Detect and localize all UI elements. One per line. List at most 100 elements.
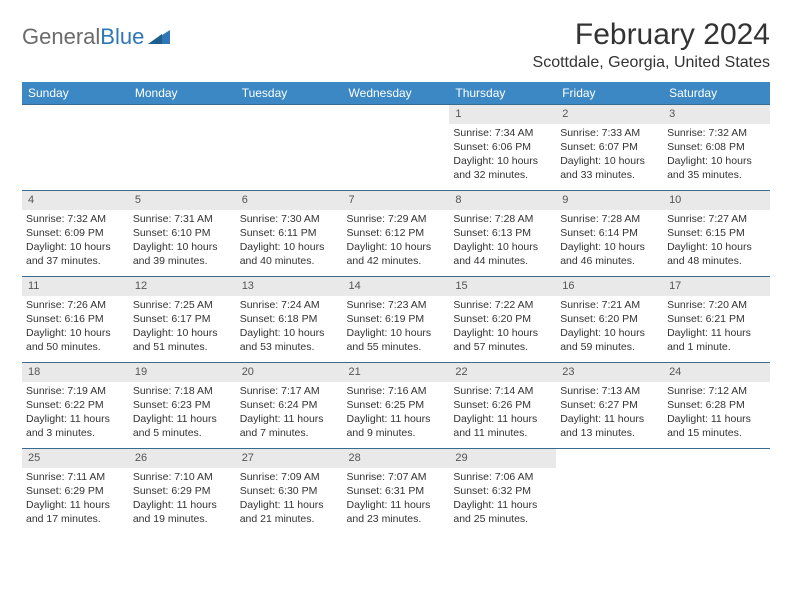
calendar-day-cell: 5Sunrise: 7:31 AMSunset: 6:10 PMDaylight…	[129, 191, 236, 277]
calendar-day-cell: 15Sunrise: 7:22 AMSunset: 6:20 PMDayligh…	[449, 277, 556, 363]
sunset-text: Sunset: 6:07 PM	[560, 140, 659, 154]
sunrise-text: Sunrise: 7:24 AM	[240, 298, 339, 312]
day-details: Sunrise: 7:11 AMSunset: 6:29 PMDaylight:…	[22, 468, 129, 531]
calendar-day-cell: 12Sunrise: 7:25 AMSunset: 6:17 PMDayligh…	[129, 277, 236, 363]
daylight-text: Daylight: 10 hours	[453, 240, 552, 254]
weekday-header: Saturday	[663, 82, 770, 105]
calendar-day-cell: 16Sunrise: 7:21 AMSunset: 6:20 PMDayligh…	[556, 277, 663, 363]
daylight-text: Daylight: 11 hours	[453, 498, 552, 512]
daylight-text: Daylight: 10 hours	[26, 240, 125, 254]
day-details: Sunrise: 7:32 AMSunset: 6:08 PMDaylight:…	[663, 124, 770, 187]
calendar-body: 1Sunrise: 7:34 AMSunset: 6:06 PMDaylight…	[22, 105, 770, 535]
calendar-day-cell: 2Sunrise: 7:33 AMSunset: 6:07 PMDaylight…	[556, 105, 663, 191]
calendar-day-cell: 14Sunrise: 7:23 AMSunset: 6:19 PMDayligh…	[343, 277, 450, 363]
calendar-day-cell: 21Sunrise: 7:16 AMSunset: 6:25 PMDayligh…	[343, 363, 450, 449]
sunset-text: Sunset: 6:28 PM	[667, 398, 766, 412]
sunset-text: Sunset: 6:31 PM	[347, 484, 446, 498]
daylight-text: and 48 minutes.	[667, 254, 766, 268]
day-details: Sunrise: 7:13 AMSunset: 6:27 PMDaylight:…	[556, 382, 663, 445]
sunrise-text: Sunrise: 7:19 AM	[26, 384, 125, 398]
day-number: 18	[22, 363, 129, 382]
day-details: Sunrise: 7:30 AMSunset: 6:11 PMDaylight:…	[236, 210, 343, 273]
sunset-text: Sunset: 6:20 PM	[560, 312, 659, 326]
day-details: Sunrise: 7:16 AMSunset: 6:25 PMDaylight:…	[343, 382, 450, 445]
sunrise-text: Sunrise: 7:29 AM	[347, 212, 446, 226]
sunrise-text: Sunrise: 7:32 AM	[667, 126, 766, 140]
calendar-day-cell: 1Sunrise: 7:34 AMSunset: 6:06 PMDaylight…	[449, 105, 556, 191]
day-details: Sunrise: 7:31 AMSunset: 6:10 PMDaylight:…	[129, 210, 236, 273]
day-number: 10	[663, 191, 770, 210]
day-number: 23	[556, 363, 663, 382]
daylight-text: and 53 minutes.	[240, 340, 339, 354]
daylight-text: and 46 minutes.	[560, 254, 659, 268]
sunrise-text: Sunrise: 7:25 AM	[133, 298, 232, 312]
sunrise-text: Sunrise: 7:28 AM	[453, 212, 552, 226]
day-number: 14	[343, 277, 450, 296]
calendar-day-cell: 13Sunrise: 7:24 AMSunset: 6:18 PMDayligh…	[236, 277, 343, 363]
day-details: Sunrise: 7:28 AMSunset: 6:13 PMDaylight:…	[449, 210, 556, 273]
sunset-text: Sunset: 6:14 PM	[560, 226, 659, 240]
daylight-text: Daylight: 11 hours	[667, 412, 766, 426]
month-title: February 2024	[533, 18, 770, 52]
daylight-text: Daylight: 11 hours	[347, 412, 446, 426]
day-details: Sunrise: 7:07 AMSunset: 6:31 PMDaylight:…	[343, 468, 450, 531]
day-details: Sunrise: 7:28 AMSunset: 6:14 PMDaylight:…	[556, 210, 663, 273]
daylight-text: and 15 minutes.	[667, 426, 766, 440]
sunset-text: Sunset: 6:06 PM	[453, 140, 552, 154]
day-details: Sunrise: 7:23 AMSunset: 6:19 PMDaylight:…	[343, 296, 450, 359]
weekday-header: Wednesday	[343, 82, 450, 105]
daylight-text: Daylight: 11 hours	[240, 412, 339, 426]
calendar-week-row: 1Sunrise: 7:34 AMSunset: 6:06 PMDaylight…	[22, 105, 770, 191]
calendar-day-cell: 17Sunrise: 7:20 AMSunset: 6:21 PMDayligh…	[663, 277, 770, 363]
day-number: 28	[343, 449, 450, 468]
day-details: Sunrise: 7:19 AMSunset: 6:22 PMDaylight:…	[22, 382, 129, 445]
day-number: 15	[449, 277, 556, 296]
sunrise-text: Sunrise: 7:16 AM	[347, 384, 446, 398]
sunset-text: Sunset: 6:11 PM	[240, 226, 339, 240]
daylight-text: Daylight: 11 hours	[26, 412, 125, 426]
calendar-week-row: 18Sunrise: 7:19 AMSunset: 6:22 PMDayligh…	[22, 363, 770, 449]
sunrise-text: Sunrise: 7:12 AM	[667, 384, 766, 398]
daylight-text: Daylight: 11 hours	[26, 498, 125, 512]
calendar-day-cell: 10Sunrise: 7:27 AMSunset: 6:15 PMDayligh…	[663, 191, 770, 277]
day-details: Sunrise: 7:34 AMSunset: 6:06 PMDaylight:…	[449, 124, 556, 187]
daylight-text: and 1 minute.	[667, 340, 766, 354]
daylight-text: and 21 minutes.	[240, 512, 339, 526]
sunrise-text: Sunrise: 7:09 AM	[240, 470, 339, 484]
day-details: Sunrise: 7:17 AMSunset: 6:24 PMDaylight:…	[236, 382, 343, 445]
weekday-header: Sunday	[22, 82, 129, 105]
day-number: 26	[129, 449, 236, 468]
sunrise-text: Sunrise: 7:18 AM	[133, 384, 232, 398]
calendar-day-cell: 6Sunrise: 7:30 AMSunset: 6:11 PMDaylight…	[236, 191, 343, 277]
sunset-text: Sunset: 6:21 PM	[667, 312, 766, 326]
daylight-text: and 19 minutes.	[133, 512, 232, 526]
location-text: Scottdale, Georgia, United States	[533, 54, 770, 72]
day-details: Sunrise: 7:12 AMSunset: 6:28 PMDaylight:…	[663, 382, 770, 445]
calendar-week-row: 11Sunrise: 7:26 AMSunset: 6:16 PMDayligh…	[22, 277, 770, 363]
sunset-text: Sunset: 6:08 PM	[667, 140, 766, 154]
calendar-day-cell	[343, 105, 450, 191]
daylight-text: Daylight: 10 hours	[453, 154, 552, 168]
daylight-text: Daylight: 11 hours	[453, 412, 552, 426]
daylight-text: and 13 minutes.	[560, 426, 659, 440]
daylight-text: and 37 minutes.	[26, 254, 125, 268]
daylight-text: and 32 minutes.	[453, 168, 552, 182]
sunset-text: Sunset: 6:10 PM	[133, 226, 232, 240]
day-details: Sunrise: 7:25 AMSunset: 6:17 PMDaylight:…	[129, 296, 236, 359]
sunset-text: Sunset: 6:29 PM	[26, 484, 125, 498]
day-number: 3	[663, 105, 770, 124]
daylight-text: Daylight: 10 hours	[26, 326, 125, 340]
daylight-text: and 35 minutes.	[667, 168, 766, 182]
sunset-text: Sunset: 6:15 PM	[667, 226, 766, 240]
calendar-day-cell: 9Sunrise: 7:28 AMSunset: 6:14 PMDaylight…	[556, 191, 663, 277]
sunrise-text: Sunrise: 7:11 AM	[26, 470, 125, 484]
day-details: Sunrise: 7:14 AMSunset: 6:26 PMDaylight:…	[449, 382, 556, 445]
sunset-text: Sunset: 6:24 PM	[240, 398, 339, 412]
daylight-text: Daylight: 11 hours	[240, 498, 339, 512]
sunrise-text: Sunrise: 7:20 AM	[667, 298, 766, 312]
sunset-text: Sunset: 6:13 PM	[453, 226, 552, 240]
calendar-day-cell: 28Sunrise: 7:07 AMSunset: 6:31 PMDayligh…	[343, 449, 450, 535]
sunrise-text: Sunrise: 7:21 AM	[560, 298, 659, 312]
sunrise-text: Sunrise: 7:34 AM	[453, 126, 552, 140]
day-number: 21	[343, 363, 450, 382]
